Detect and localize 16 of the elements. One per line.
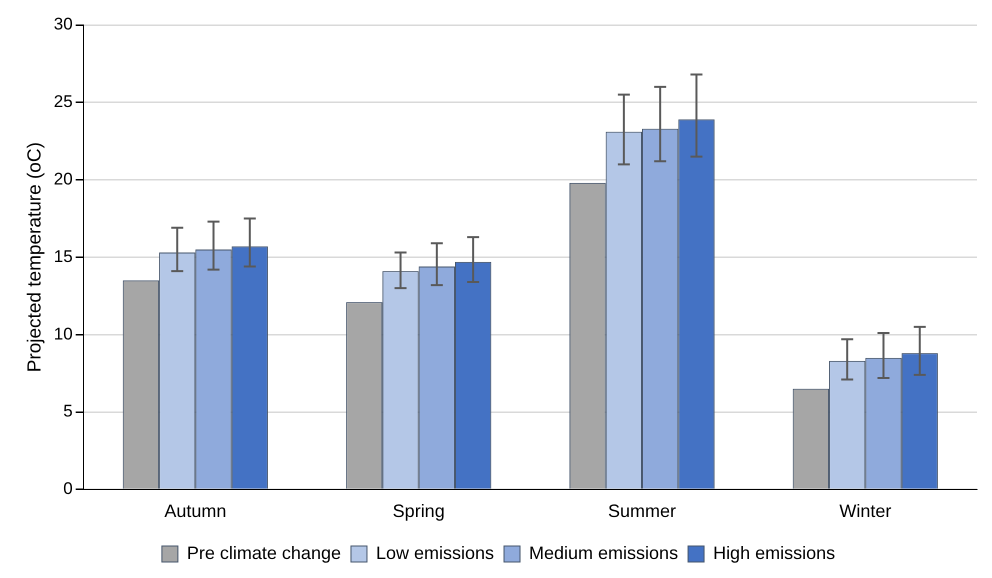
y-tick-label: 30 [54,14,73,34]
y-tick-label: 10 [54,324,73,344]
y-axis-title: Projected temperature (oC) [24,142,46,372]
legend-label: Medium emissions [529,542,678,563]
y-tick-label: 25 [54,92,73,112]
y-tick-label: 20 [54,169,73,188]
y-tick-label: 15 [54,246,73,266]
x-tick-label: Summer [608,501,676,522]
legend-label: Pre climate change [186,542,341,563]
x-tick-label: Winter [839,501,892,522]
legend-label: High emissions [713,542,836,563]
y-tick-label: 5 [63,402,73,421]
y-tick-label: 0 [63,479,73,498]
x-tick-label: Spring [392,501,445,522]
legend-label: Low emissions [376,542,494,563]
x-tick-label: Autumn [164,501,226,522]
